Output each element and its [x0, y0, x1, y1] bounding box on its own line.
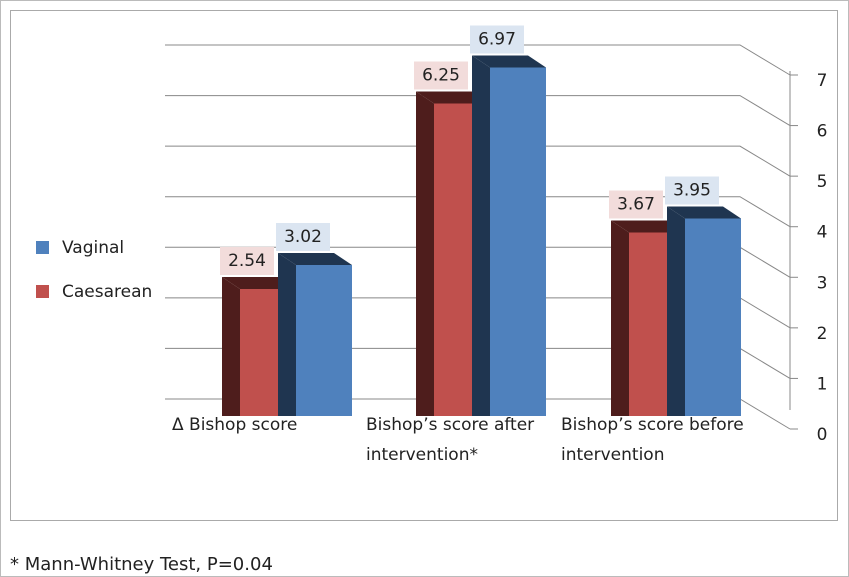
bar-top	[611, 220, 685, 233]
grid-line	[165, 95, 791, 127]
y-tick-label: 6	[817, 122, 828, 142]
value-label-box	[414, 61, 468, 90]
bar-top	[278, 253, 352, 265]
bar	[296, 265, 352, 416]
bar-side	[416, 91, 434, 416]
bar-side	[667, 206, 685, 416]
legend-label: Caesarean	[62, 282, 152, 302]
y-tick-label: 4	[817, 223, 828, 243]
y-tick-label: 7	[817, 71, 828, 91]
y-tick-label: 0	[817, 425, 828, 445]
legend-swatch	[36, 285, 49, 298]
x-tick-label: Bishop’s score after intervention*	[366, 415, 535, 465]
value-label: 6.25	[422, 66, 460, 86]
value-label: 2.54	[228, 251, 266, 271]
y-tick-label: 2	[817, 324, 828, 344]
bar-side	[278, 253, 296, 416]
bar-top	[416, 91, 490, 104]
bar-side	[611, 220, 629, 416]
legend-swatch	[36, 241, 49, 254]
y-tick-label: 5	[817, 172, 828, 192]
value-label-box	[609, 190, 663, 219]
bar-top	[222, 277, 296, 289]
bar-top	[667, 206, 741, 219]
bar-side	[472, 55, 490, 416]
x-tick-label-box: Bishop’s score after intervention*	[366, 415, 535, 465]
y-tick-label: 1	[817, 374, 828, 394]
value-label: 3.02	[284, 227, 322, 247]
value-label-box	[220, 247, 274, 275]
value-label: 3.67	[617, 195, 655, 215]
grid-line	[165, 196, 791, 228]
x-tick-label: Bishop’s score before intervention	[561, 415, 744, 465]
grid-line	[165, 44, 791, 76]
bar-side	[222, 277, 240, 416]
value-label-box	[665, 176, 719, 205]
footnote: * Mann-Whitney Test, P=0.04	[10, 554, 273, 575]
value-label: 3.95	[673, 181, 711, 201]
bar	[490, 67, 546, 416]
bar	[685, 218, 741, 416]
x-tick-label: Δ Bishop score	[172, 415, 298, 435]
bar-top	[472, 55, 546, 68]
x-tick-label-box: Bishop’s score before intervention	[561, 415, 744, 465]
y-tick-label: 3	[817, 273, 828, 293]
value-label: 6.97	[478, 30, 516, 50]
value-label-box	[470, 25, 524, 54]
x-tick-label-box: Δ Bishop score	[172, 415, 298, 435]
grid-line	[165, 145, 791, 177]
value-label-box	[276, 223, 330, 251]
legend-label: Vaginal	[62, 238, 124, 258]
